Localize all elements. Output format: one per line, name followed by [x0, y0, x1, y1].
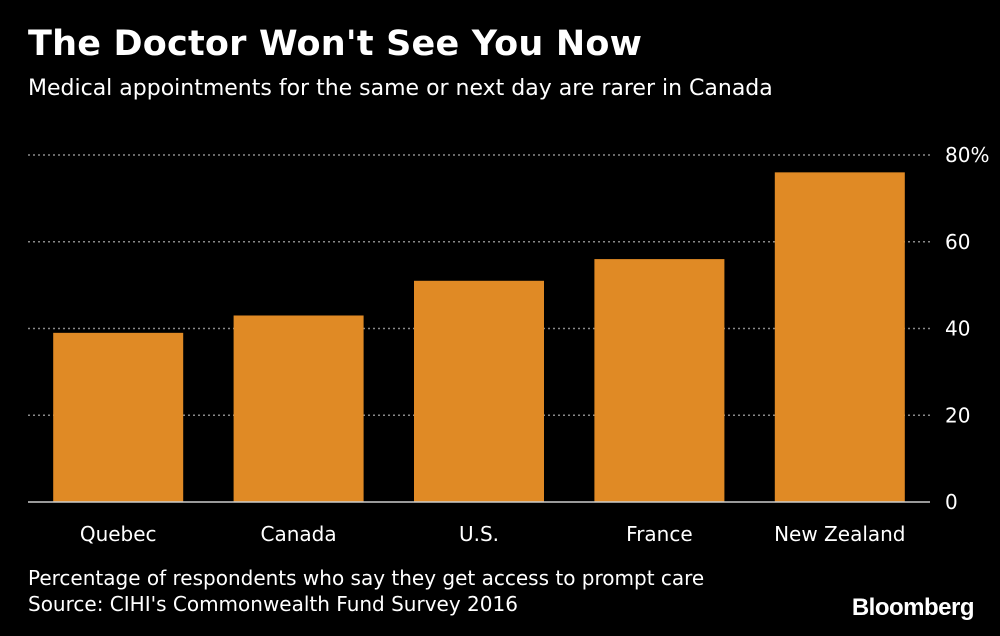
source-note: Source: CIHI's Commonwealth Fund Survey … — [28, 592, 518, 616]
chart-subtitle: Medical appointments for the same or nex… — [28, 76, 773, 101]
y-tick-label: 80% — [945, 143, 989, 167]
y-tick-label: 20 — [945, 403, 970, 427]
x-tick-label: New Zealand — [774, 522, 905, 546]
bar — [414, 280, 544, 502]
bar — [594, 259, 725, 502]
y-tick-label: 40 — [945, 317, 970, 341]
footnote: Percentage of respondents who say they g… — [28, 566, 705, 590]
x-tick-label: U.S. — [459, 522, 499, 546]
y-tick-label: 60 — [945, 230, 970, 254]
chart-title: The Doctor Won't See You Now — [28, 24, 643, 64]
x-tick-label: Canada — [261, 522, 337, 546]
bar — [53, 332, 184, 502]
y-tick-label: 0 — [945, 490, 958, 514]
bloomberg-logo: Bloomberg — [851, 594, 975, 621]
bar — [774, 172, 905, 502]
x-tick-label: Quebec — [80, 522, 157, 546]
x-tick-label: France — [626, 522, 693, 546]
bar — [233, 315, 364, 502]
